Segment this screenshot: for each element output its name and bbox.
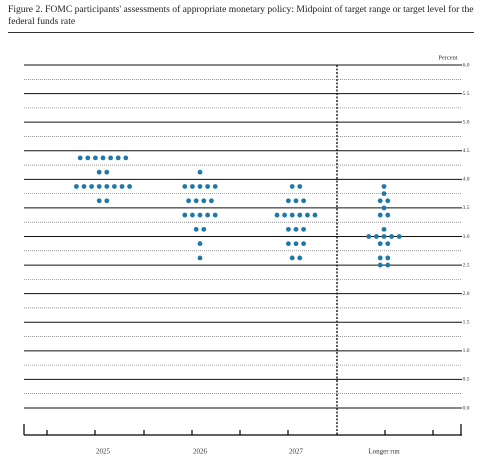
x-axis-ticks [23,424,462,435]
y-tick-label: 1.0 [463,348,470,354]
dot [377,241,383,247]
dot [286,241,291,247]
dot [127,184,132,189]
dot [201,226,207,232]
dot [381,226,387,232]
dot [115,155,121,161]
dot [190,184,195,189]
dot [293,198,299,204]
dot [312,212,318,218]
dot [385,198,391,204]
dot [297,184,303,189]
x-tick-label: 2025 [96,448,111,456]
dot [193,198,199,204]
dot [197,184,203,189]
dot [182,184,188,189]
dot [289,184,295,189]
dot [123,155,129,161]
dot [212,184,218,189]
y-tick-label: 0.0 [463,405,470,411]
dot [112,184,117,189]
dot [301,198,306,204]
dot [385,212,391,218]
dot [305,212,310,218]
dot [396,234,402,239]
dot [108,155,113,161]
dot [297,212,303,218]
dot [104,198,110,204]
dot [289,212,295,218]
dot [197,241,203,247]
y-tick-label: 6.0 [463,62,470,68]
dot [74,184,79,189]
dot [381,205,387,211]
y-tick-label: 5.0 [463,119,470,125]
dot [274,212,280,218]
dot [212,212,218,218]
dot [389,234,394,239]
dot [205,184,211,189]
dot [85,155,91,161]
dot [377,212,383,218]
dot [293,226,299,232]
x-tick-label: Longer run [368,448,400,456]
dot [190,212,195,218]
dot [96,184,102,189]
y-tick-label: 4.5 [463,148,470,154]
dot [201,198,207,204]
x-tick-label: 2026 [193,448,208,456]
dot [96,198,102,204]
dot [193,226,199,232]
y-tick-label: 5.5 [463,91,470,97]
dot [197,255,203,261]
chart-title: Figure 2. FOMC participants' assessments… [8,4,474,33]
y-tick-label: 4.0 [463,177,470,183]
y-tick-label: 2.5 [463,262,470,268]
dot [100,155,106,161]
dot [286,226,291,232]
dot [282,212,287,218]
dot [366,234,372,239]
dot [182,212,188,218]
dot [374,234,379,239]
dot [381,191,387,197]
dot [377,198,383,204]
dot [385,241,391,247]
dot [104,169,110,175]
dot [286,198,291,204]
dot [89,184,94,189]
dot [119,184,125,189]
dot [77,155,83,161]
dot [289,255,295,261]
dot [377,262,383,268]
dot [381,234,387,239]
dot [301,241,306,247]
dot [197,169,203,175]
dot [297,255,303,261]
dot [96,169,102,175]
dot [301,226,306,232]
dot [377,255,383,261]
dot [209,198,214,204]
x-tick-label: 2027 [289,448,304,456]
dot [205,212,211,218]
y-tick-label: 0.5 [463,377,470,383]
y-axis-label: Percent [438,54,458,61]
dot [81,184,87,189]
dot [104,184,110,189]
dot [293,241,299,247]
dot [197,212,203,218]
dot [93,155,98,161]
y-tick-label: 2.0 [463,291,470,297]
y-tick-label: 3.5 [463,205,470,211]
dot [385,262,391,268]
y-tick-label: 3.0 [463,234,470,240]
dot [385,255,391,261]
dot [381,184,387,189]
y-tick-label: 1.5 [463,320,470,326]
dot [186,198,192,204]
